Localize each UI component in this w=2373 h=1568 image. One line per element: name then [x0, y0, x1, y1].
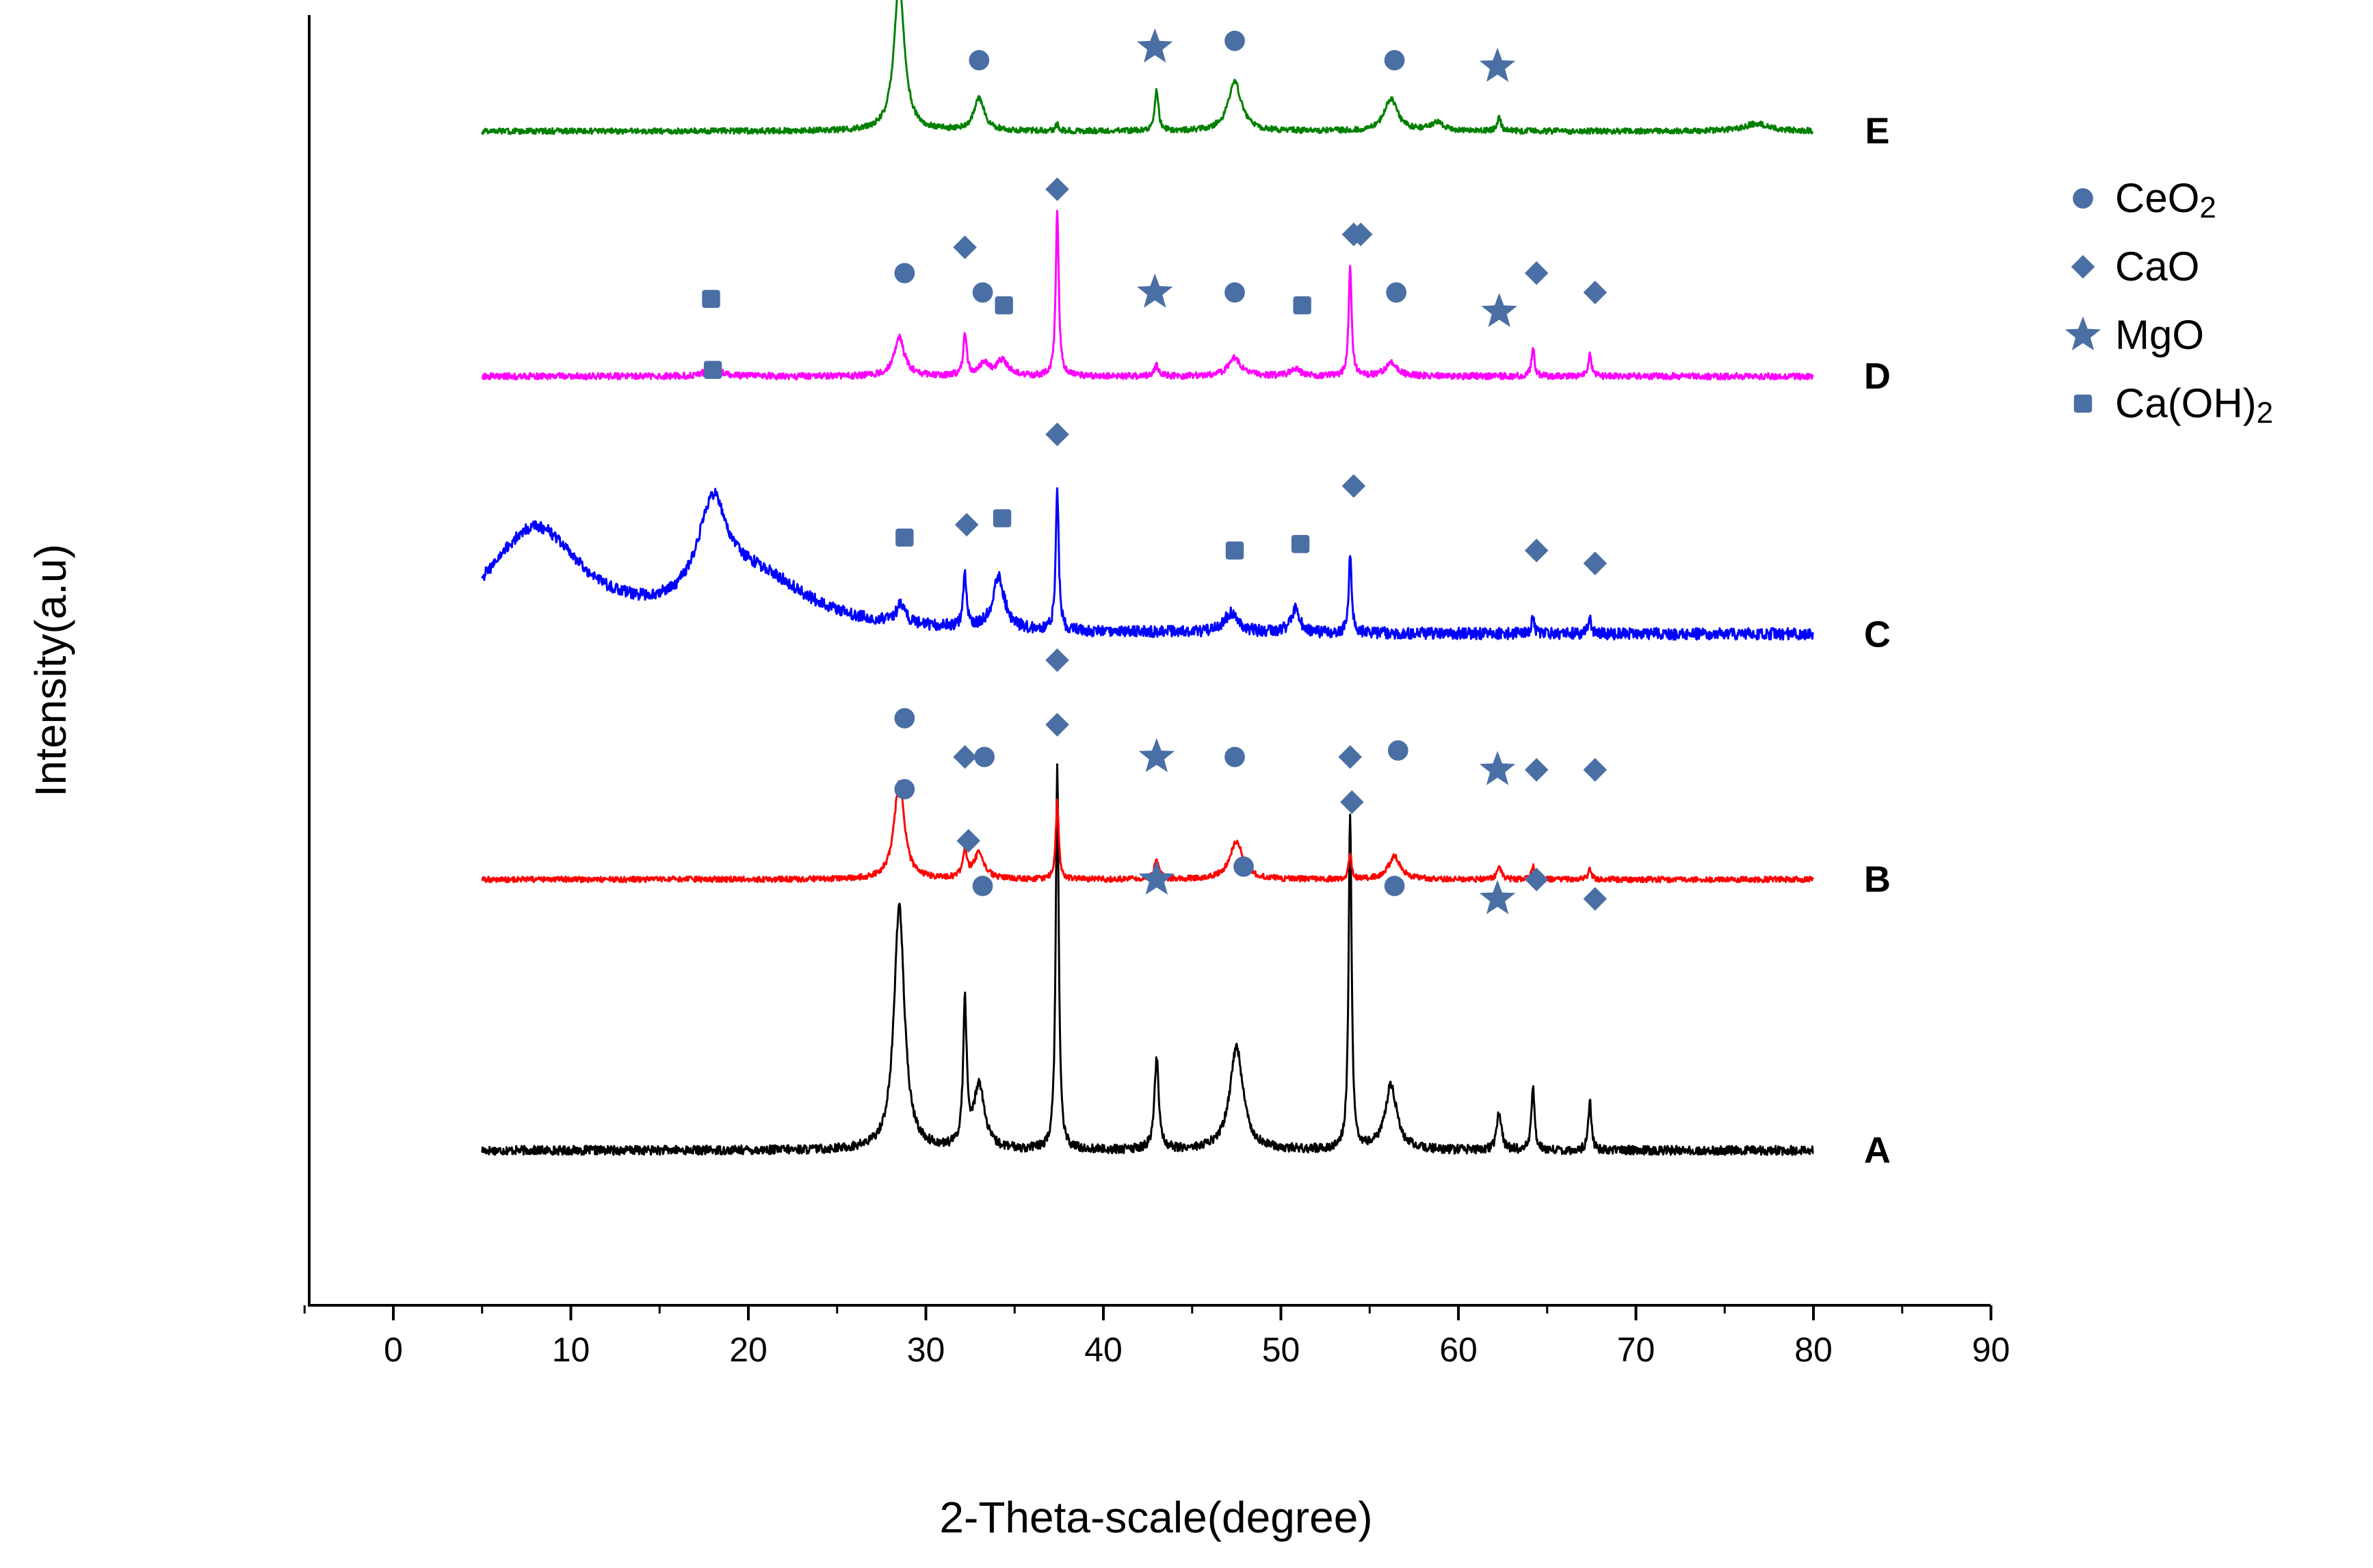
x-tick-label: 80 — [1794, 1331, 1833, 1369]
legend-square-icon — [2073, 394, 2093, 413]
sample-label-b: B — [1864, 859, 1891, 900]
diamond-marker — [1583, 280, 1608, 304]
sample-label-c: C — [1864, 614, 1891, 655]
circle-marker — [972, 876, 993, 896]
star-marker — [1479, 880, 1516, 915]
x-tick-label: 10 — [552, 1331, 590, 1369]
diamond-marker — [1045, 713, 1069, 737]
square-marker — [895, 528, 914, 547]
circle-marker — [1233, 856, 1254, 877]
circle-marker — [1224, 746, 1245, 768]
x-tick-label: 0 — [384, 1331, 403, 1369]
series-line-a — [481, 763, 1814, 1156]
diamond-marker — [1524, 261, 1549, 285]
legend-label: Ca(OH)2 — [2115, 380, 2273, 430]
circle-marker — [1386, 282, 1407, 303]
x-ticks: 0 10 20 30 40 50 60 70 80 90 — [303, 1305, 2010, 1369]
diamond-marker — [953, 235, 977, 259]
square-marker — [993, 509, 1012, 527]
star-marker — [1479, 750, 1516, 785]
square-marker — [1225, 541, 1244, 560]
square-marker — [995, 296, 1013, 315]
circle-marker — [894, 263, 915, 284]
axes — [308, 15, 1991, 1307]
square-marker — [1293, 296, 1311, 315]
diamond-marker — [953, 745, 977, 769]
star-marker — [1138, 737, 1175, 772]
phase-markers — [702, 28, 1608, 915]
x-tick-label: 90 — [1972, 1331, 2010, 1369]
x-tick-label: 20 — [729, 1331, 768, 1369]
circle-marker — [894, 779, 915, 800]
diamond-marker — [1583, 551, 1608, 575]
x-tick-label: 30 — [907, 1331, 945, 1369]
square-marker — [1291, 535, 1310, 553]
square-marker — [702, 289, 720, 309]
diamond-marker — [1341, 474, 1366, 498]
series-line-e — [481, 0, 1814, 135]
legend-label: MgO — [2115, 312, 2204, 358]
diamond-marker — [1583, 758, 1608, 782]
legend-circle-icon — [2073, 188, 2093, 209]
circle-marker — [894, 707, 915, 729]
series-group — [481, 0, 1814, 1156]
series-line-b — [481, 780, 1814, 884]
star-marker — [1137, 273, 1173, 308]
legend-diamond-icon — [2071, 254, 2095, 279]
sample-label-e: E — [1865, 111, 1889, 152]
star-marker — [1138, 861, 1175, 895]
legend-star-icon — [2064, 316, 2101, 351]
diamond-marker — [1340, 790, 1364, 814]
circle-marker — [969, 50, 990, 70]
star-marker — [1481, 293, 1517, 328]
x-tick-label: 50 — [1262, 1331, 1300, 1369]
star-marker — [1479, 47, 1516, 82]
diamond-marker — [1524, 758, 1549, 782]
circle-marker — [1384, 876, 1405, 896]
circle-marker — [974, 746, 995, 768]
square-marker — [703, 361, 722, 379]
diamond-marker — [1338, 745, 1362, 769]
diamond-marker — [1045, 648, 1069, 672]
diamond-marker — [956, 828, 981, 853]
star-marker — [1137, 28, 1173, 63]
sample-labels: A B C D E — [1864, 111, 1891, 1171]
legend-label: CaO — [2115, 244, 2199, 289]
diamond-marker — [1583, 887, 1608, 911]
x-tick-label: 40 — [1084, 1331, 1123, 1369]
circle-marker — [1387, 740, 1408, 761]
sample-label-d: D — [1864, 356, 1891, 397]
x-tick-label: 70 — [1617, 1331, 1655, 1369]
legend-label: CeO2 — [2115, 175, 2216, 224]
circle-marker — [1224, 30, 1245, 51]
x-axis-title: 2-Theta-scale(degree) — [939, 1493, 1372, 1542]
sample-label-a: A — [1864, 1130, 1891, 1171]
diamond-marker — [954, 512, 979, 537]
diamond-marker — [1348, 222, 1373, 246]
y-axis-title: Intensity(a.u) — [26, 544, 75, 797]
circle-marker — [1224, 282, 1245, 303]
diamond-marker — [1524, 867, 1549, 891]
diamond-marker — [1045, 177, 1069, 201]
diamond-marker — [1524, 538, 1549, 562]
circle-marker — [1384, 50, 1405, 70]
legend: CeO2 CaO MgO Ca(OH)2 — [2064, 175, 2273, 430]
x-tick-label: 60 — [1439, 1331, 1478, 1369]
circle-marker — [972, 282, 993, 303]
series-line-c — [481, 487, 1814, 641]
diamond-marker — [1045, 422, 1069, 447]
